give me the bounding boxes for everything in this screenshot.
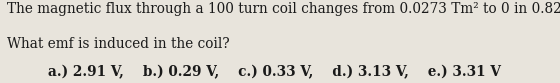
Text: a.) 2.91 V,    b.) 0.29 V,    c.) 0.33 V,    d.) 3.13 V,    e.) 3.31 V: a.) 2.91 V, b.) 0.29 V, c.) 0.33 V, d.) … bbox=[48, 65, 501, 80]
Text: The magnetic flux through a 100 turn coil changes from 0.0273 Tm² to 0 in 0.824 : The magnetic flux through a 100 turn coi… bbox=[7, 2, 560, 17]
Text: What emf is induced in the coil?: What emf is induced in the coil? bbox=[7, 37, 230, 51]
